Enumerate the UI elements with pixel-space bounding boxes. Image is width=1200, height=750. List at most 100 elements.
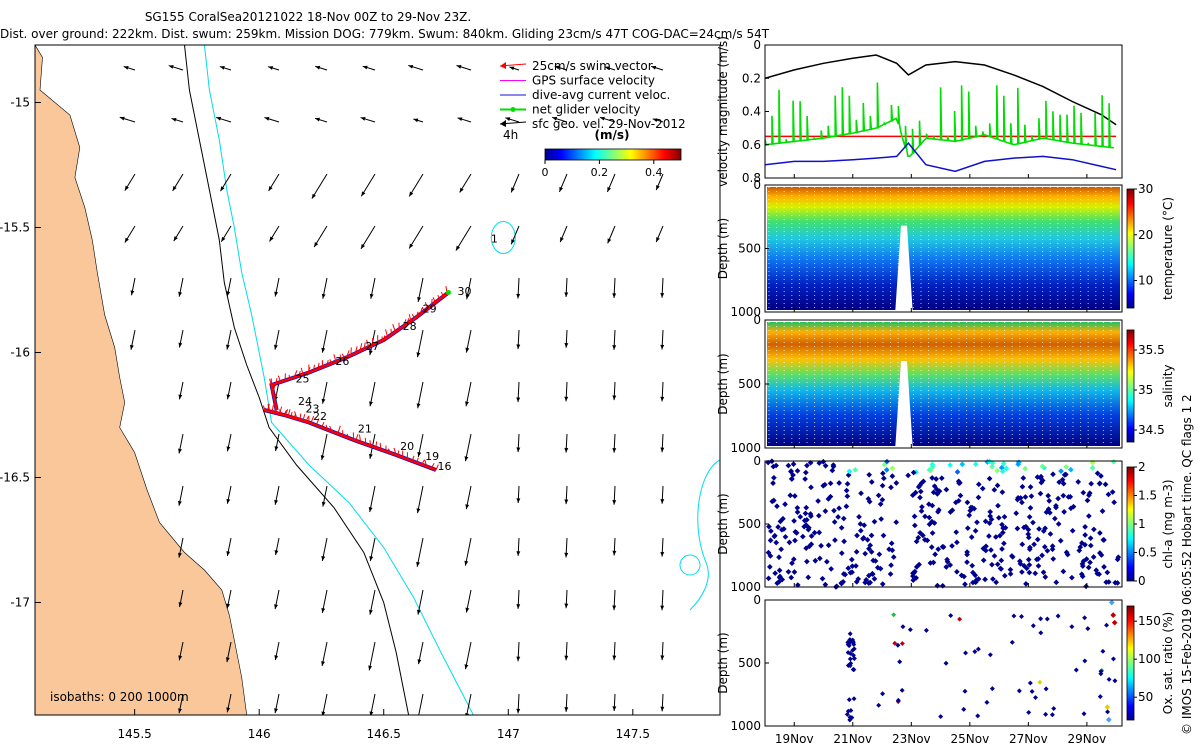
oxygen-point (972, 649, 978, 655)
swim-vector-tick (302, 414, 306, 421)
swim-vector-tick (432, 297, 436, 303)
chla-point (926, 466, 933, 473)
geo-vel-arrowhead (554, 65, 560, 70)
chla-point (880, 532, 887, 539)
chla-point (1049, 546, 1056, 553)
geo-vel-arrowhead (368, 507, 373, 513)
chla-point (788, 468, 794, 474)
chla-point (1025, 534, 1032, 541)
chla-point (1015, 461, 1022, 468)
swim-vector-tick (294, 411, 298, 420)
chla-plot: 0 500 1000 Depth (m) 2 1.5 1 0.5 0 chl-a (mg m-3) (716, 454, 1175, 594)
chla-point (840, 515, 847, 522)
chla-points (765, 458, 1122, 590)
geo-vel-arrowhead (268, 66, 274, 70)
chla-point (791, 569, 798, 575)
geo-vel-arrowhead (656, 237, 660, 243)
oxygen-point (1108, 599, 1115, 606)
chla-point (1101, 564, 1107, 570)
chla-point (952, 499, 959, 506)
chla-point (947, 562, 954, 568)
oxygen-plot: 0 500 1000 Depth (m) 150 100 50 Ox. sat. ratio … (716, 593, 1175, 746)
oxygen-point (851, 655, 857, 661)
chla-point (975, 481, 982, 488)
isobaths-label: isobaths: 0 200 1000m (50, 690, 189, 704)
legend-swatch-dot (510, 107, 516, 112)
chla-point (1105, 579, 1112, 585)
geo-vel-arrow (416, 537, 424, 567)
chla-point (827, 493, 834, 500)
swim-vector-tick (298, 370, 301, 377)
geo-vel-arrowhead (612, 550, 617, 556)
chla-point (975, 494, 982, 501)
chla-point (919, 504, 925, 510)
chla-point (968, 534, 975, 540)
geo-vel-arrowhead (172, 185, 177, 191)
geo-vel-arrowhead (274, 499, 279, 505)
chla-point (773, 539, 780, 546)
salinity-colorbar-ticklabel: 35.5 (1138, 343, 1165, 357)
chla-point (917, 488, 924, 495)
chla-point (983, 543, 989, 550)
chla-point (1065, 494, 1072, 500)
salinity-sample-dots (768, 322, 1112, 446)
chla-frame (764, 460, 1123, 588)
chla-point (1026, 514, 1033, 520)
chla-point (893, 519, 900, 526)
chla-point (1088, 480, 1095, 487)
geo-vel-arrowhead (417, 296, 421, 302)
chla-point (957, 492, 964, 499)
velocity-y-ticklabel: 0 (753, 38, 761, 52)
swim-vector-tick (341, 430, 344, 436)
oxygen-point (1105, 709, 1111, 715)
chla-point (1038, 475, 1044, 482)
temperature-y-ticklabel: 0 (753, 178, 761, 192)
chla-point (1090, 554, 1097, 560)
day-label: 25 (296, 373, 310, 386)
legend-swatch-head (500, 62, 506, 69)
geo-vel-arrowhead (455, 245, 460, 251)
chla-point (866, 471, 873, 478)
chla-point (1026, 569, 1033, 576)
chla-point (988, 547, 994, 553)
geo-vel-arrowhead (564, 396, 569, 402)
chla-point (878, 516, 885, 522)
geo-vel-arrowhead (516, 447, 521, 453)
chla-point (875, 492, 882, 499)
chla-point (785, 462, 792, 469)
chla-point (812, 557, 819, 564)
geo-vel-arrowhead (656, 185, 660, 191)
geo-vel-arrowhead (612, 447, 617, 453)
chla-point (803, 545, 809, 552)
chla-point (1055, 521, 1062, 527)
swim-vector-tick (312, 364, 316, 371)
chla-point (915, 534, 922, 541)
chla-point (803, 469, 809, 476)
speed-colorbar-title: (m/s) (595, 128, 630, 142)
chla-point (964, 499, 971, 506)
chla-point (1039, 463, 1046, 470)
chla-point (781, 526, 787, 532)
swim-vector-tick (305, 416, 309, 422)
swim-vector-tick (310, 415, 315, 424)
swim-vector-tick (406, 318, 410, 324)
day-label: 24 (298, 395, 312, 408)
chla-point (1068, 505, 1074, 512)
geo-vel-arrowhead (612, 655, 617, 661)
oxygen-point (1037, 679, 1043, 685)
chla-point (864, 536, 871, 543)
swim-vector-tick (402, 319, 407, 327)
chla-point (910, 570, 916, 577)
geo-vel-arrowhead (361, 191, 366, 197)
chla-point (913, 564, 920, 570)
chla-point (1002, 524, 1009, 531)
oxygen-point (1111, 619, 1118, 626)
geo-vel-arrowhead (408, 64, 414, 69)
chla-colorbar-ticklabel: 1.5 (1138, 489, 1157, 503)
chla-point (993, 534, 999, 540)
eddy-contour (490, 221, 516, 254)
oxygen-point (1073, 667, 1079, 673)
oxygen-point (962, 688, 968, 694)
day-label: 21 (358, 423, 372, 436)
